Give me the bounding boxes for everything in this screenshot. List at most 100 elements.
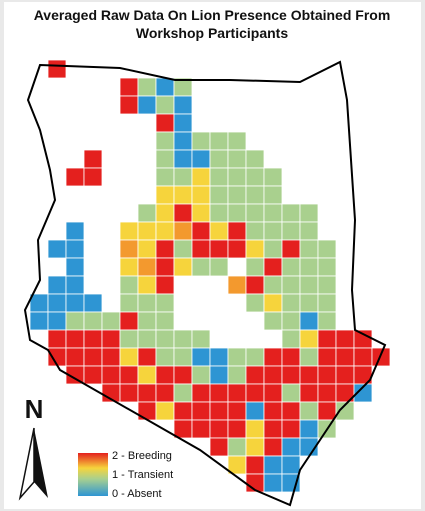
cell: [245, 401, 265, 421]
cell: [155, 131, 175, 151]
cell: [173, 185, 193, 205]
cell: [47, 311, 67, 331]
cell: [263, 221, 283, 241]
cell: [335, 401, 355, 421]
cell: [281, 437, 301, 457]
north-arrow: [18, 427, 35, 501]
cell: [245, 275, 265, 295]
cell: [191, 257, 211, 277]
cell: [209, 401, 229, 421]
legend-label: 2 - Breeding: [112, 450, 172, 462]
cell: [245, 203, 265, 223]
cell: [371, 347, 391, 367]
cell: [137, 257, 157, 277]
cell: [245, 185, 265, 205]
cell: [173, 401, 193, 421]
cell: [335, 365, 355, 385]
cell: [209, 419, 229, 439]
cell: [155, 401, 175, 421]
cell: [281, 419, 301, 439]
cell: [263, 239, 283, 259]
cell: [353, 329, 373, 349]
cell: [137, 311, 157, 331]
cell: [245, 149, 265, 169]
cell: [209, 131, 229, 151]
cell: [191, 383, 211, 403]
cell: [281, 293, 301, 313]
cell: [227, 221, 247, 241]
cell: [101, 311, 121, 331]
cell: [281, 365, 301, 385]
cell: [335, 329, 355, 349]
cell: [173, 113, 193, 133]
cell: [137, 221, 157, 241]
cell: [173, 167, 193, 187]
cell: [155, 257, 175, 277]
cell: [317, 275, 337, 295]
cell: [299, 311, 319, 331]
cell: [263, 383, 283, 403]
cell: [263, 257, 283, 277]
cell: [119, 77, 139, 97]
cell: [245, 347, 265, 367]
cell: [263, 419, 283, 439]
cell: [191, 239, 211, 259]
cell: [47, 239, 67, 259]
cell: [155, 347, 175, 367]
cell: [227, 185, 247, 205]
cell: [191, 347, 211, 367]
cell: [191, 149, 211, 169]
cell: [191, 167, 211, 187]
cell: [245, 293, 265, 313]
cell: [209, 437, 229, 457]
cell: [299, 275, 319, 295]
cell: [263, 365, 283, 385]
cell: [263, 167, 283, 187]
cell: [281, 203, 301, 223]
cell: [191, 365, 211, 385]
cell: [155, 275, 175, 295]
cell: [299, 347, 319, 367]
cell: [83, 329, 103, 349]
cell: [155, 365, 175, 385]
cell: [65, 239, 85, 259]
cell: [281, 257, 301, 277]
cell: [137, 347, 157, 367]
cell: [263, 437, 283, 457]
cell: [245, 257, 265, 277]
cell: [281, 239, 301, 259]
title: Averaged Raw Data On Lion Presence Obtai…: [34, 7, 391, 23]
cell: [281, 455, 301, 475]
cell: [83, 347, 103, 367]
cell: [155, 95, 175, 115]
cell: [47, 59, 67, 79]
cell: [353, 347, 373, 367]
cell: [227, 365, 247, 385]
cell: [281, 329, 301, 349]
cell: [65, 221, 85, 241]
cell: [245, 239, 265, 259]
cell: [263, 401, 283, 421]
cell: [281, 383, 301, 403]
legend-label: 0 - Absent: [112, 488, 162, 500]
cell: [209, 185, 229, 205]
cell: [245, 419, 265, 439]
cell: [155, 329, 175, 349]
cell: [299, 383, 319, 403]
cell: [155, 221, 175, 241]
cell: [209, 257, 229, 277]
cell: [137, 275, 157, 295]
cell: [353, 383, 373, 403]
cell: [65, 347, 85, 367]
cell: [317, 239, 337, 259]
cell: [227, 401, 247, 421]
cell: [191, 203, 211, 223]
cell: [137, 365, 157, 385]
cell: [335, 347, 355, 367]
cell: [119, 383, 139, 403]
cell: [83, 293, 103, 313]
cell: [227, 437, 247, 457]
cell: [317, 293, 337, 313]
